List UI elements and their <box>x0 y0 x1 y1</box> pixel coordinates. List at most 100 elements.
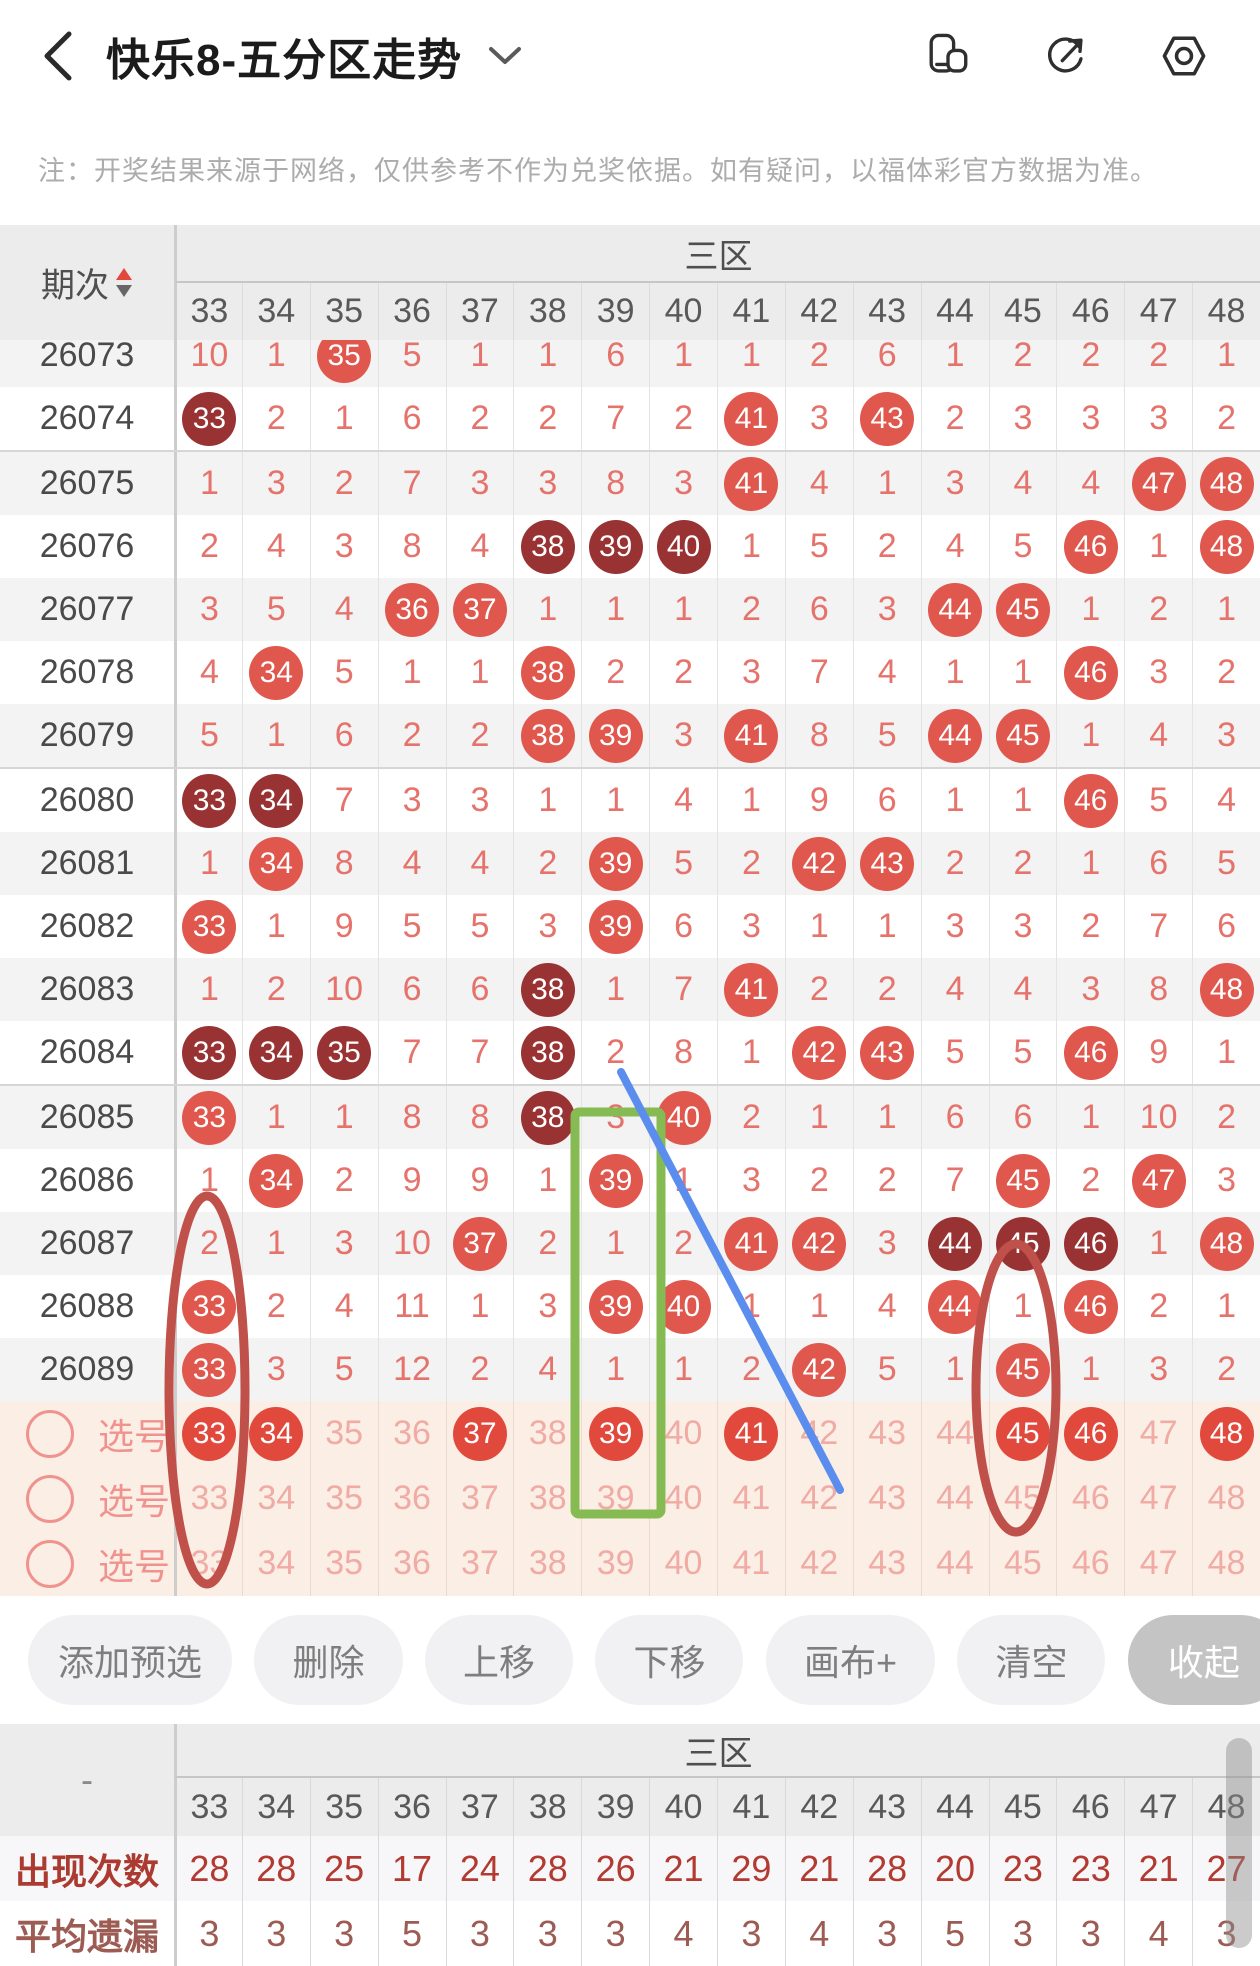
trend-cell: 1 <box>1124 1212 1192 1275</box>
pick-cell[interactable]: 36 <box>377 1401 446 1466</box>
pick-cell[interactable]: 34 <box>241 1401 310 1466</box>
pick-cell[interactable]: 34 <box>241 1531 310 1596</box>
move-up-button[interactable]: 上移 <box>424 1615 573 1705</box>
pick-cell[interactable]: 42 <box>784 1531 853 1596</box>
pick-cell[interactable]: 46 <box>1056 1531 1124 1596</box>
pick-row-selector[interactable]: 选号 <box>0 1466 174 1531</box>
pick-cell[interactable]: 38 <box>513 1401 581 1466</box>
period-sort-header[interactable]: 期次 <box>0 225 174 340</box>
miss-count: 2 <box>606 1033 626 1071</box>
drawn-number-ball: 46 <box>1063 773 1118 828</box>
stats-value: 3 <box>469 1912 490 1954</box>
pick-row-selector[interactable]: 选号 <box>0 1531 174 1596</box>
scrollbar-thumb[interactable] <box>1226 1738 1252 1948</box>
pick-cell[interactable]: 39 <box>581 1531 649 1596</box>
pick-cell[interactable]: 38 <box>513 1466 581 1531</box>
trend-cell: 4 <box>852 1275 921 1338</box>
pick-cell[interactable]: 37 <box>445 1401 514 1466</box>
miss-count: 10 <box>190 340 229 374</box>
pick-cell[interactable]: 48 <box>1192 1401 1260 1466</box>
pick-cell[interactable]: 43 <box>852 1466 921 1531</box>
trend-cell: 3 <box>241 452 310 515</box>
trend-cell: 2 <box>852 958 921 1021</box>
pick-cell[interactable]: 33 <box>174 1466 242 1531</box>
pick-cell[interactable]: 36 <box>377 1531 446 1596</box>
pick-cell[interactable]: 46 <box>1056 1401 1124 1466</box>
pick-row-selector[interactable]: 选号 <box>0 1401 174 1466</box>
pick-cell[interactable]: 42 <box>784 1466 853 1531</box>
pick-cell[interactable]: 45 <box>988 1401 1057 1466</box>
stats-column-header-38: 38 <box>513 1778 581 1836</box>
stats-corner-label: - <box>81 1759 93 1800</box>
period-label: 26078 <box>39 653 135 691</box>
pick-cell[interactable]: 43 <box>852 1531 921 1596</box>
pick-cell[interactable]: 33 <box>174 1531 242 1596</box>
pick-cell[interactable]: 48 <box>1192 1466 1260 1531</box>
trend-cell: 39 <box>581 515 649 578</box>
pick-cell[interactable]: 35 <box>309 1531 378 1596</box>
stats-zone-header: 三区 <box>174 1724 1260 1778</box>
pick-cell[interactable]: 47 <box>1124 1401 1192 1466</box>
trend-cell: 44 <box>920 1275 989 1338</box>
miss-count: 1 <box>606 970 626 1008</box>
radio-circle-icon[interactable] <box>26 1409 74 1458</box>
share-button[interactable] <box>1038 28 1094 84</box>
add-preselect-button[interactable]: 添加预选 <box>28 1615 233 1705</box>
pick-cell[interactable]: 41 <box>717 1466 785 1531</box>
trend-cell: 6 <box>852 340 921 387</box>
pick-cell[interactable]: 47 <box>1124 1531 1192 1596</box>
pick-cell[interactable]: 44 <box>920 1531 989 1596</box>
radio-circle-icon[interactable] <box>26 1539 74 1588</box>
pick-cell[interactable]: 40 <box>649 1466 717 1531</box>
miss-count: 37 <box>461 1544 499 1582</box>
back-button[interactable] <box>22 21 92 91</box>
miss-count: 1 <box>674 1161 694 1199</box>
canvas-plus-button[interactable]: 画布+ <box>765 1615 935 1705</box>
stats-value: 3 <box>1012 1912 1033 1954</box>
rotate-screen-button[interactable] <box>920 28 976 84</box>
pick-cell[interactable]: 35 <box>309 1401 378 1466</box>
pick-cell[interactable]: 44 <box>920 1466 989 1531</box>
trend-cell: 2 <box>581 641 649 704</box>
trend-cell: 1 <box>649 1338 717 1401</box>
pick-cell[interactable]: 38 <box>513 1531 581 1596</box>
pick-cell[interactable]: 39 <box>581 1401 649 1466</box>
pick-cell[interactable]: 42 <box>784 1401 853 1466</box>
pick-cell[interactable]: 39 <box>581 1466 649 1531</box>
trend-cell: 33 <box>174 1338 242 1401</box>
pick-cell[interactable]: 48 <box>1192 1531 1260 1596</box>
pick-cell[interactable]: 47 <box>1124 1466 1192 1531</box>
trend-cell: 1 <box>513 578 581 641</box>
pick-cell[interactable]: 45 <box>988 1531 1057 1596</box>
pick-cell[interactable]: 37 <box>445 1531 514 1596</box>
pick-cell[interactable]: 44 <box>920 1401 989 1466</box>
pick-cell[interactable]: 41 <box>717 1531 785 1596</box>
pick-cell[interactable]: 40 <box>649 1531 717 1596</box>
pick-cell[interactable]: 41 <box>717 1401 785 1466</box>
trend-cell: 3 <box>377 769 446 832</box>
collapse-button[interactable]: 收起 <box>1127 1615 1260 1705</box>
clear-button[interactable]: 清空 <box>957 1615 1106 1705</box>
title-dropdown[interactable] <box>488 46 522 66</box>
trend-cell: 2 <box>1124 578 1192 641</box>
pick-row-3: 选号 33 34 35 36 37 38 39 40 41 42 43 44 45 46 47 48 <box>0 1531 1260 1596</box>
trend-cell: 34 <box>241 641 310 704</box>
pick-cell[interactable]: 45 <box>988 1466 1057 1531</box>
miss-count: 43 <box>868 1479 907 1517</box>
pick-cell[interactable]: 35 <box>309 1466 378 1531</box>
delete-button[interactable]: 删除 <box>254 1615 403 1705</box>
miss-count: 8 <box>606 464 626 502</box>
trend-cell: 5 <box>1192 832 1260 895</box>
pick-cell[interactable]: 37 <box>445 1466 514 1531</box>
settings-button[interactable] <box>1156 28 1212 84</box>
column-header-38: 38 <box>513 283 581 340</box>
pick-cell[interactable]: 36 <box>377 1466 446 1531</box>
pick-cell[interactable]: 33 <box>174 1401 242 1466</box>
move-down-button[interactable]: 下移 <box>595 1615 744 1705</box>
pick-cell[interactable]: 46 <box>1056 1466 1124 1531</box>
pick-cell[interactable]: 43 <box>852 1401 921 1466</box>
pick-cell[interactable]: 34 <box>241 1466 310 1531</box>
radio-circle-icon[interactable] <box>26 1474 74 1523</box>
trend-cell: 39 <box>581 1275 649 1338</box>
pick-cell[interactable]: 40 <box>649 1401 717 1466</box>
